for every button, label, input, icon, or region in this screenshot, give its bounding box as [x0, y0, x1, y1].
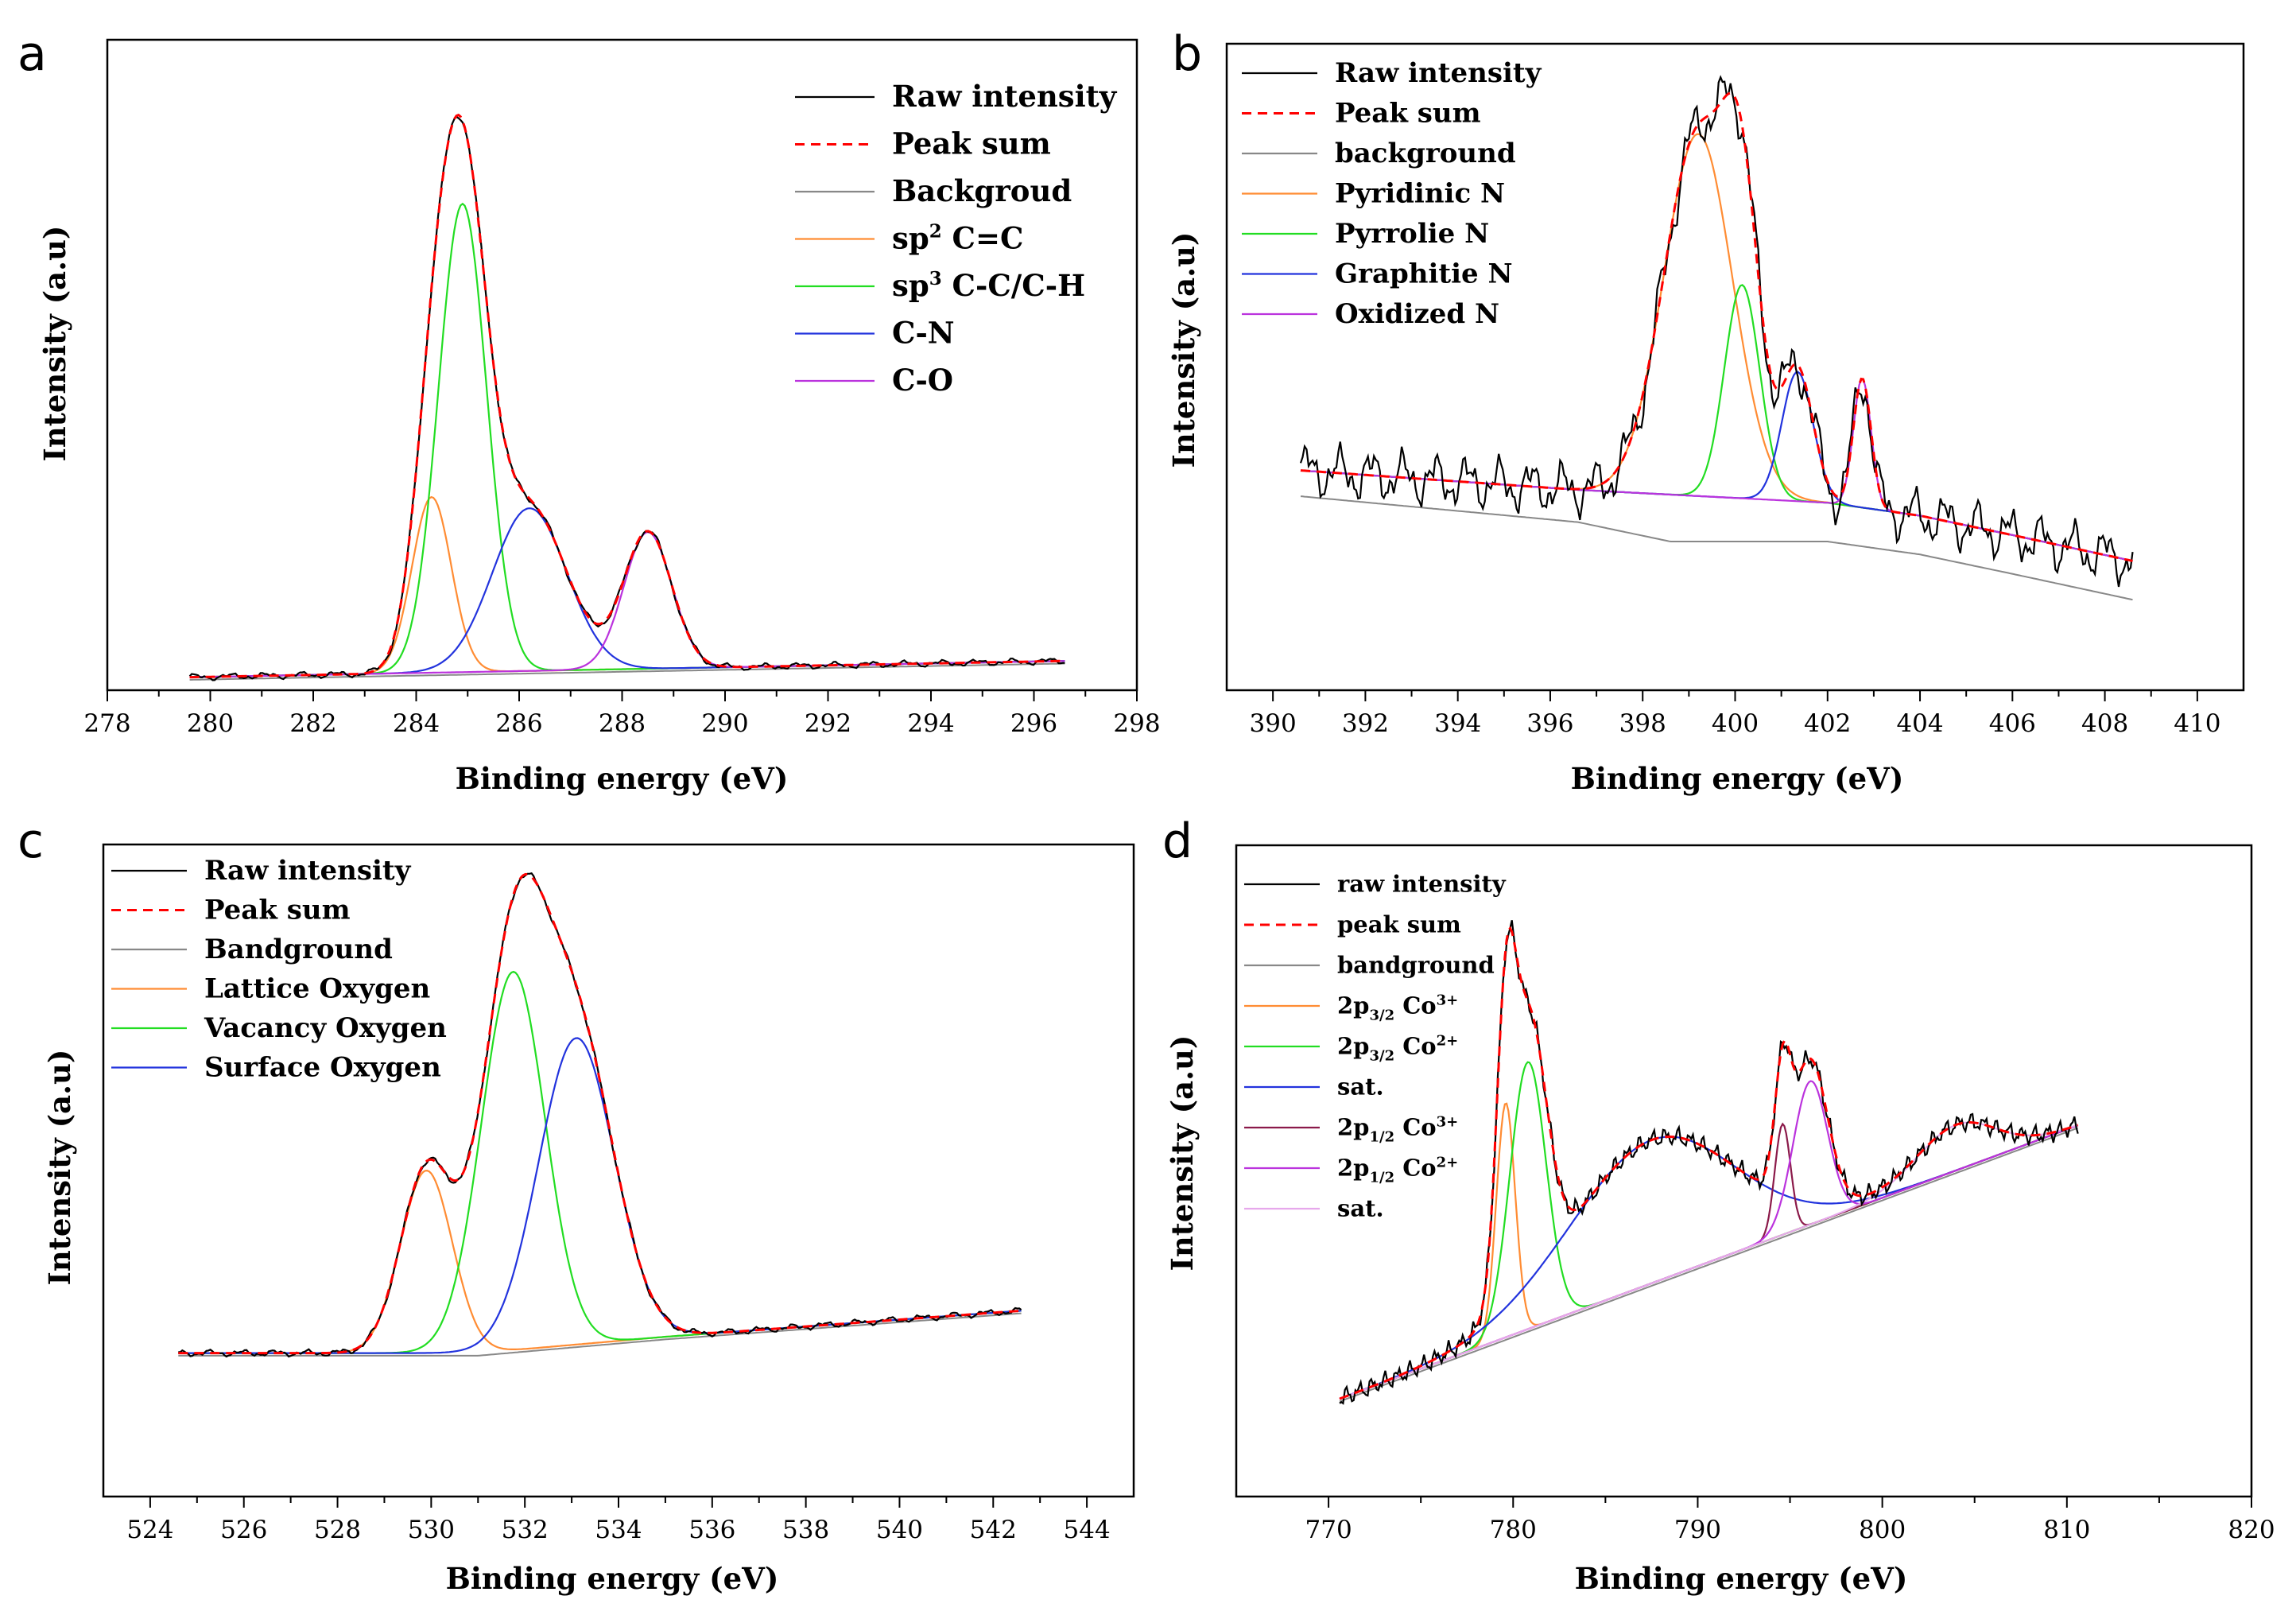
x-tick-label: 524 [126, 1516, 173, 1544]
x-tick-label: 398 [1619, 709, 1666, 738]
x-tick-label: 410 [2174, 709, 2220, 738]
x-tick-label: 790 [1674, 1516, 1721, 1544]
legend-label: raw intensity [1337, 871, 1507, 898]
plot-frame [1235, 844, 2253, 1498]
y-axis-title: Intensity (a.u) [1166, 232, 1201, 468]
y-axis-title: Intensity (a.u) [37, 226, 72, 462]
legend-label: Peak sum [892, 126, 1051, 161]
x-tick-label: 288 [599, 709, 646, 738]
legend-label: 2p1/2 Co2+ [1337, 1155, 1458, 1186]
legend-label: Lattice Oxygen [204, 973, 430, 1005]
legend-label: Graphitie N [1335, 258, 1513, 290]
background-curve [1339, 1127, 2079, 1403]
x-axis-title: Binding energy (eV) [1575, 1561, 1908, 1596]
y-axis-title: Intensity (a.u) [42, 1050, 77, 1286]
legend-label: Raw intensity [1335, 57, 1542, 89]
legend-label: Bandground [204, 934, 393, 965]
legend-label: Pyridinic N [1335, 178, 1505, 210]
legend-label: Raw intensity [892, 79, 1118, 114]
peak-sum-curve [178, 872, 1022, 1355]
x-tick-label: 278 [83, 709, 130, 738]
legend: Raw intensity Peak sum background Pyridinic… [1242, 57, 1542, 330]
x-tick-label: 282 [289, 709, 336, 738]
raw-intensity-curve [1339, 920, 2079, 1405]
background-curve [1300, 495, 2133, 601]
x-tick-label: 770 [1305, 1516, 1352, 1544]
x-tick-label: 396 [1526, 709, 1573, 738]
x-tick-label: 394 [1434, 709, 1481, 738]
x-tick-label: 532 [502, 1516, 549, 1544]
x-axis-title: Binding energy (eV) [456, 761, 789, 796]
x-tick-label: 284 [393, 709, 440, 738]
legend: Raw intensity Peak sum Backgroud sp2 C=C sp3… [795, 79, 1118, 398]
legend-label: 2p3/2 Co3+ [1337, 992, 1458, 1024]
x-tick-label: 800 [1859, 1516, 1906, 1544]
legend-label: background [1335, 138, 1516, 169]
x-tick-label: 400 [1712, 709, 1759, 738]
x-tick-label: 298 [1113, 709, 1160, 738]
x-tick-label: 292 [805, 709, 851, 738]
panel-a: a 278 280 282 284 286 288 290 292 294 296 298 Bindin… [17, 26, 1161, 796]
legend-label: peak sum [1337, 911, 1461, 938]
background-curve [178, 1312, 1022, 1357]
panel-letter: b [1172, 26, 1202, 82]
x-tick-label: 296 [1010, 709, 1057, 738]
peak-sum-curve [189, 113, 1065, 679]
legend-label: Vacancy Oxygen [204, 1012, 447, 1044]
panel-letter: a [17, 26, 47, 82]
x-tick-label: 526 [220, 1516, 267, 1544]
x-tick-label: 294 [907, 709, 954, 738]
legend-label: sat. [1337, 1195, 1384, 1222]
legend-label: sat. [1337, 1074, 1384, 1101]
x-tick-label: 536 [688, 1516, 735, 1544]
x-tick-label: 540 [876, 1516, 923, 1544]
x-tick-label: 542 [970, 1516, 1017, 1544]
panel-letter: c [17, 813, 44, 869]
x-tick-label: 290 [701, 709, 748, 738]
x-tick-label: 408 [2081, 709, 2128, 738]
legend-label: C-N [892, 316, 955, 351]
x-axis-title: Binding energy (eV) [1571, 761, 1904, 796]
x-tick-label: 280 [187, 709, 234, 738]
legend-label: bandground [1337, 952, 1495, 979]
x-tick-label: 538 [782, 1516, 829, 1544]
x-axis-title: Binding energy (eV) [446, 1561, 779, 1596]
peak-sum-curve [1300, 91, 2133, 562]
peak-sum-curve [1339, 926, 2079, 1400]
legend-label: C-O [892, 363, 953, 398]
x-tick-label: 402 [1804, 709, 1851, 738]
x-tick-label: 810 [2043, 1516, 2090, 1544]
legend-label: sp2 C=C [892, 221, 1023, 256]
x-tick-label: 820 [2228, 1516, 2275, 1544]
legend-label: Peak sum [204, 895, 351, 926]
x-tick-label: 530 [408, 1516, 455, 1544]
legend-label: sp3 C-C/C-H [892, 268, 1085, 303]
panel-letter: d [1162, 813, 1193, 869]
legend: Raw intensity Peak sum Bandground Lattice O… [111, 855, 447, 1084]
x-tick-label: 534 [595, 1516, 642, 1544]
peak-component-curve [1300, 378, 2133, 562]
legend-label: Oxidized N [1335, 298, 1499, 330]
y-axis-title: Intensity (a.u) [1165, 1035, 1200, 1272]
legend-label: Pyrrolie N [1335, 218, 1489, 250]
x-tick-label: 528 [314, 1516, 361, 1544]
x-tick-label: 544 [1064, 1516, 1111, 1544]
x-tick-label: 406 [1989, 709, 2036, 738]
legend-label: Backgroud [892, 173, 1072, 208]
x-tick-label: 286 [495, 709, 542, 738]
background-curve [189, 662, 1065, 681]
legend-label: Surface Oxygen [204, 1052, 441, 1084]
x-tick-label: 390 [1250, 709, 1297, 738]
panel-c: c 524 526 528 530 532 534 536 538 540 542 544 Bindin… [17, 813, 1135, 1596]
panel-b: b 390 392 394 396 398 400 402 404 406 408 410 Bindin… [1166, 26, 2245, 796]
legend-label: Peak sum [1335, 98, 1481, 130]
x-tick-label: 392 [1342, 709, 1389, 738]
legend-label: Raw intensity [204, 855, 412, 887]
x-tick-label: 780 [1490, 1516, 1537, 1544]
x-tick-label: 404 [1896, 709, 1943, 738]
